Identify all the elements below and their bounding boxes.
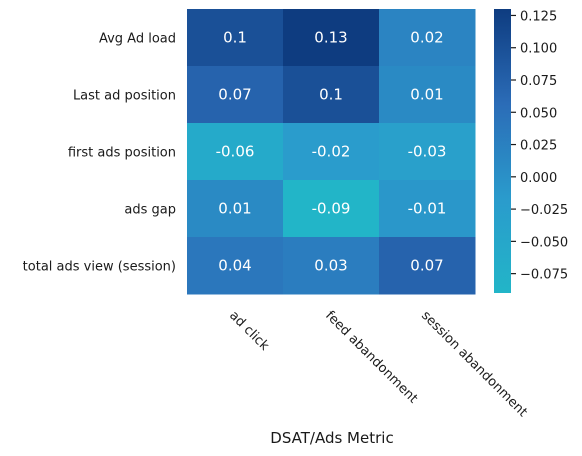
cell-value-label: -0.06: [216, 143, 255, 161]
heatmap-cell: [283, 237, 380, 295]
heatmap-cell: [187, 237, 284, 295]
row-label: Last ad position: [73, 89, 176, 104]
row-label: first ads position: [68, 146, 176, 161]
heatmap-cell: [379, 66, 476, 124]
cell-value-label: -0.09: [312, 200, 351, 218]
heatmap-cells: [187, 9, 476, 295]
heatmap-cell: [187, 66, 284, 124]
cell-value-label: -0.01: [408, 200, 447, 218]
heatmap-cell: [187, 180, 284, 238]
colorbar-ticks: 0.125 0.100 0.075 0.050 0.025 0.000 −0.025 −0.0…: [511, 9, 568, 283]
cell-value-label: 0.07: [410, 257, 443, 275]
cell-value-label: 0.01: [410, 86, 443, 104]
x-axis-title: DSAT/Ads Metric: [270, 429, 393, 447]
cell-value-label: 0.07: [218, 86, 251, 104]
row-label: Avg Ad load: [99, 32, 176, 47]
heatmap-cell: [379, 180, 476, 238]
cell-value-label: 0.01: [218, 200, 251, 218]
colorbar-tick-label: 0.125: [520, 9, 557, 24]
heatmap-cell: [187, 9, 284, 67]
colorbar-tick-label: −0.025: [520, 203, 568, 218]
colorbar-tick-label: 0.025: [520, 139, 557, 154]
heatmap-cell: [379, 123, 476, 181]
heatmap-cell: [283, 123, 380, 181]
colorbar-tick-label: 0.000: [520, 171, 557, 186]
cell-value-label: 0.04: [218, 257, 251, 275]
cell-value-label: 0.03: [314, 257, 347, 275]
colorbar-tick-label: 0.100: [520, 42, 557, 57]
row-label: total ads view (session): [23, 260, 176, 275]
colorbar-tick-label: −0.075: [520, 268, 568, 283]
column-label: ad click: [226, 308, 272, 354]
colorbar-tick-label: 0.075: [520, 74, 557, 89]
colorbar-tick-label: 0.050: [520, 106, 557, 121]
heatmap-cell: [379, 237, 476, 295]
heatmap-cell: [379, 9, 476, 67]
heatmap-cell: [283, 9, 380, 67]
colorbar: [494, 9, 511, 293]
colorbar-tick-label: −0.050: [520, 235, 568, 250]
heatmap-cell: [283, 66, 380, 124]
row-labels: Avg Ad load Last ad position first ads pos…: [23, 32, 176, 275]
column-label: feed abandonment: [322, 308, 420, 406]
cell-value-label: 0.1: [319, 86, 343, 104]
cell-value-label: 0.13: [314, 29, 347, 47]
heatmap-cell-labels: 0.1 0.13 0.02 0.07 0.1 0.01 -0.06 -0.02 -0.03 0.0…: [216, 29, 447, 275]
row-label: ads gap: [124, 203, 176, 218]
column-label: session abandonment: [418, 308, 530, 420]
cell-value-label: 0.1: [223, 29, 247, 47]
cell-value-label: -0.02: [312, 143, 351, 161]
heatmap-cell: [283, 180, 380, 238]
heatmap-cell: [187, 123, 284, 181]
cell-value-label: 0.02: [410, 29, 443, 47]
cell-value-label: -0.03: [408, 143, 447, 161]
